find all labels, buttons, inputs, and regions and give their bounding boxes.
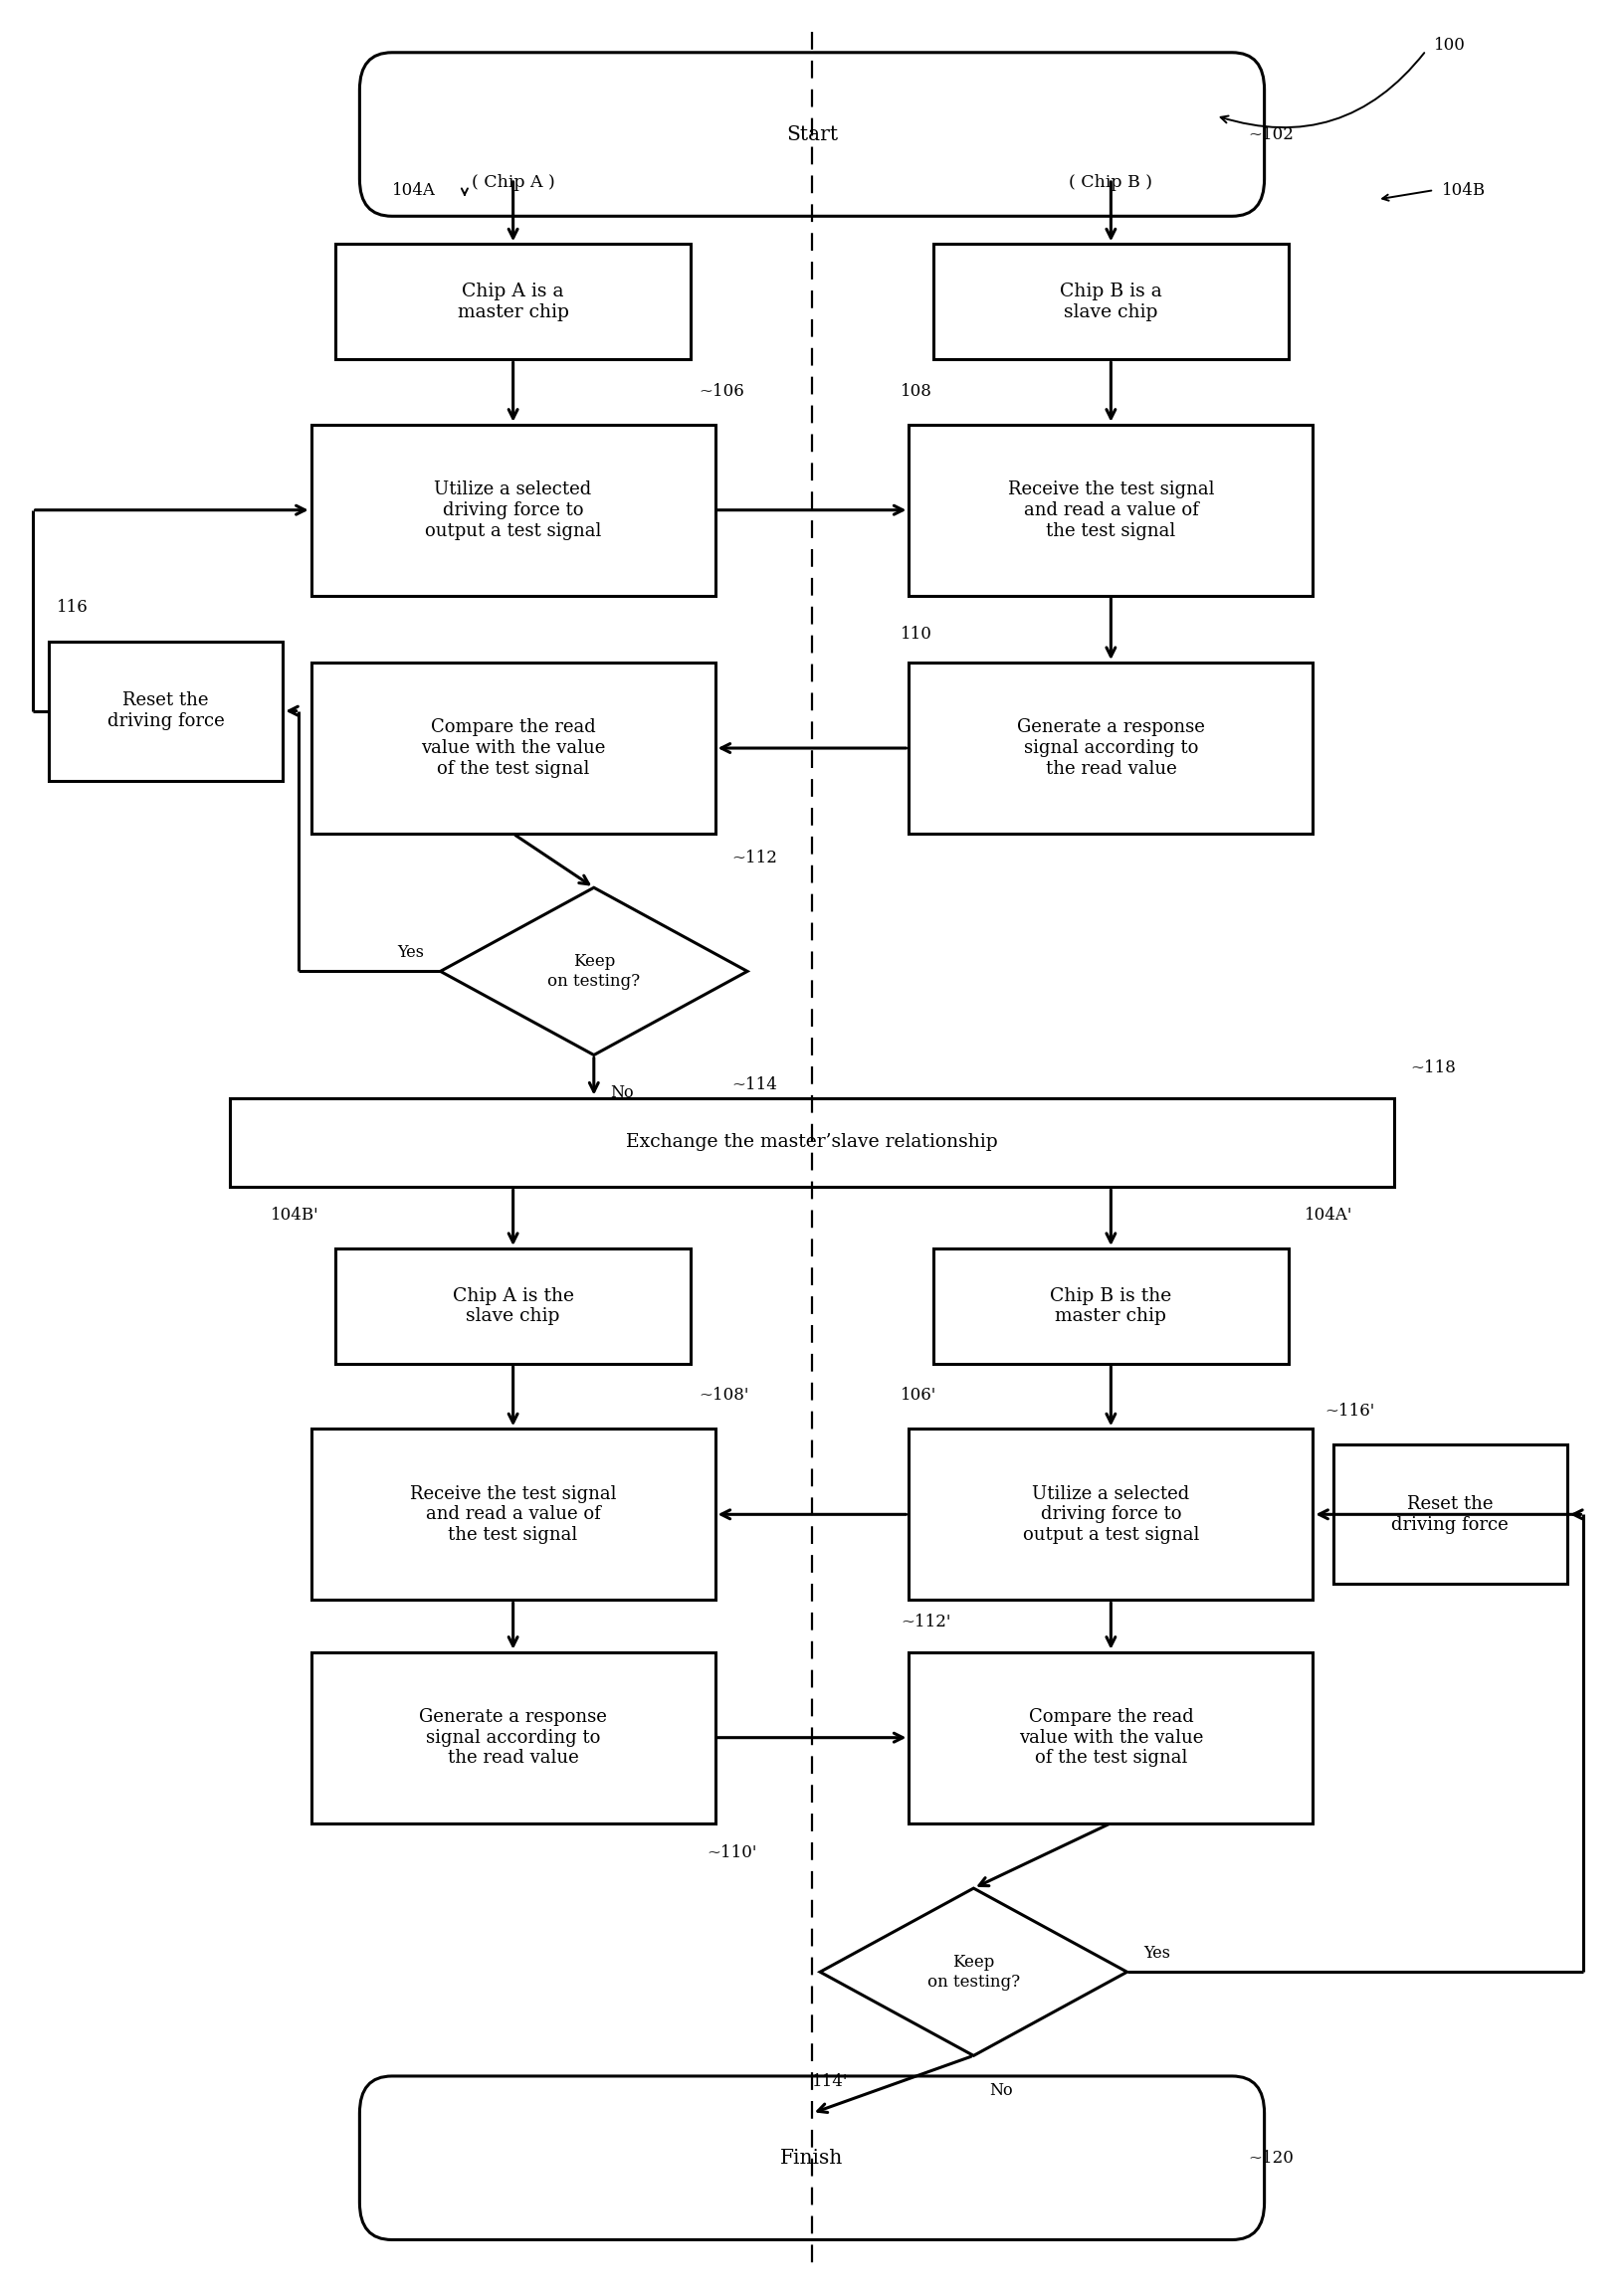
Text: ~102: ~102: [1249, 126, 1294, 142]
Text: Reset the
driving force: Reset the driving force: [107, 691, 224, 730]
Bar: [336, 1249, 690, 1364]
Text: Utilize a selected
driving force to
output a test signal: Utilize a selected driving force to outp…: [425, 480, 601, 540]
Text: Compare the read
value with the value
of the test signal: Compare the read value with the value of…: [421, 719, 606, 778]
Text: 104A': 104A': [1304, 1205, 1353, 1224]
Bar: [909, 664, 1312, 833]
Text: ~116': ~116': [1325, 1403, 1376, 1419]
Text: Chip B is the
master chip: Chip B is the master chip: [1051, 1286, 1173, 1325]
Text: Chip B is a
slave chip: Chip B is a slave chip: [1060, 282, 1163, 321]
Bar: [231, 1097, 1393, 1187]
Text: Exchange the master’slave relationship: Exchange the master’slave relationship: [625, 1134, 999, 1150]
Text: Utilize a selected
driving force to
output a test signal: Utilize a selected driving force to outp…: [1023, 1486, 1199, 1543]
FancyBboxPatch shape: [359, 53, 1265, 216]
Text: ( Chip A ): ( Chip A ): [471, 174, 555, 191]
Polygon shape: [440, 889, 747, 1054]
Text: ~112': ~112': [901, 1614, 952, 1630]
Bar: [909, 425, 1312, 595]
Text: Receive the test signal
and read a value of
the test signal: Receive the test signal and read a value…: [409, 1486, 617, 1543]
Text: 110: 110: [901, 627, 932, 643]
Text: ~118: ~118: [1410, 1058, 1455, 1077]
Bar: [934, 243, 1288, 360]
Text: ( Chip B ): ( Chip B ): [1069, 174, 1153, 191]
Text: Compare the read
value with the value
of the test signal: Compare the read value with the value of…: [1018, 1708, 1203, 1768]
Text: Receive the test signal
and read a value of
the test signal: Receive the test signal and read a value…: [1007, 480, 1215, 540]
Text: Generate a response
signal according to
the read value: Generate a response signal according to …: [1017, 719, 1205, 778]
FancyBboxPatch shape: [359, 2076, 1265, 2241]
Bar: [312, 1653, 715, 1823]
Text: 100: 100: [1434, 37, 1466, 53]
Polygon shape: [820, 1887, 1127, 2055]
Text: Generate a response
signal according to
the read value: Generate a response signal according to …: [419, 1708, 607, 1768]
Text: 104A: 104A: [391, 181, 435, 197]
Text: 104B: 104B: [1442, 181, 1486, 197]
Bar: [934, 1249, 1288, 1364]
Text: 116: 116: [57, 599, 88, 615]
Bar: [312, 664, 715, 833]
Bar: [312, 425, 715, 595]
Text: Keep
on testing?: Keep on testing?: [927, 1954, 1020, 1991]
Text: Keep
on testing?: Keep on testing?: [547, 953, 640, 990]
Text: ~108': ~108': [698, 1387, 749, 1403]
Text: Finish: Finish: [781, 2149, 843, 2167]
Text: No: No: [611, 1084, 633, 1102]
Text: Yes: Yes: [1143, 1945, 1169, 1961]
Text: 106': 106': [901, 1387, 937, 1403]
Bar: [1333, 1444, 1567, 1584]
Text: ~106: ~106: [698, 383, 744, 400]
Text: ~112: ~112: [731, 850, 776, 866]
Bar: [909, 1428, 1312, 1600]
Text: ~120: ~120: [1249, 2149, 1294, 2167]
Text: 114': 114': [812, 2073, 848, 2089]
Bar: [336, 243, 690, 360]
Text: Chip A is the
slave chip: Chip A is the slave chip: [453, 1286, 573, 1325]
Text: ~110': ~110': [706, 1844, 757, 1862]
Text: 108: 108: [901, 383, 932, 400]
Bar: [49, 641, 283, 781]
Text: Reset the
driving force: Reset the driving force: [1392, 1495, 1509, 1534]
Text: 104B': 104B': [271, 1205, 320, 1224]
Text: Yes: Yes: [398, 944, 424, 962]
Bar: [312, 1428, 715, 1600]
Text: ~114: ~114: [731, 1077, 776, 1093]
Text: No: No: [989, 2082, 1013, 2099]
Text: Start: Start: [786, 124, 838, 145]
Text: Chip A is a
master chip: Chip A is a master chip: [458, 282, 568, 321]
Bar: [909, 1653, 1312, 1823]
